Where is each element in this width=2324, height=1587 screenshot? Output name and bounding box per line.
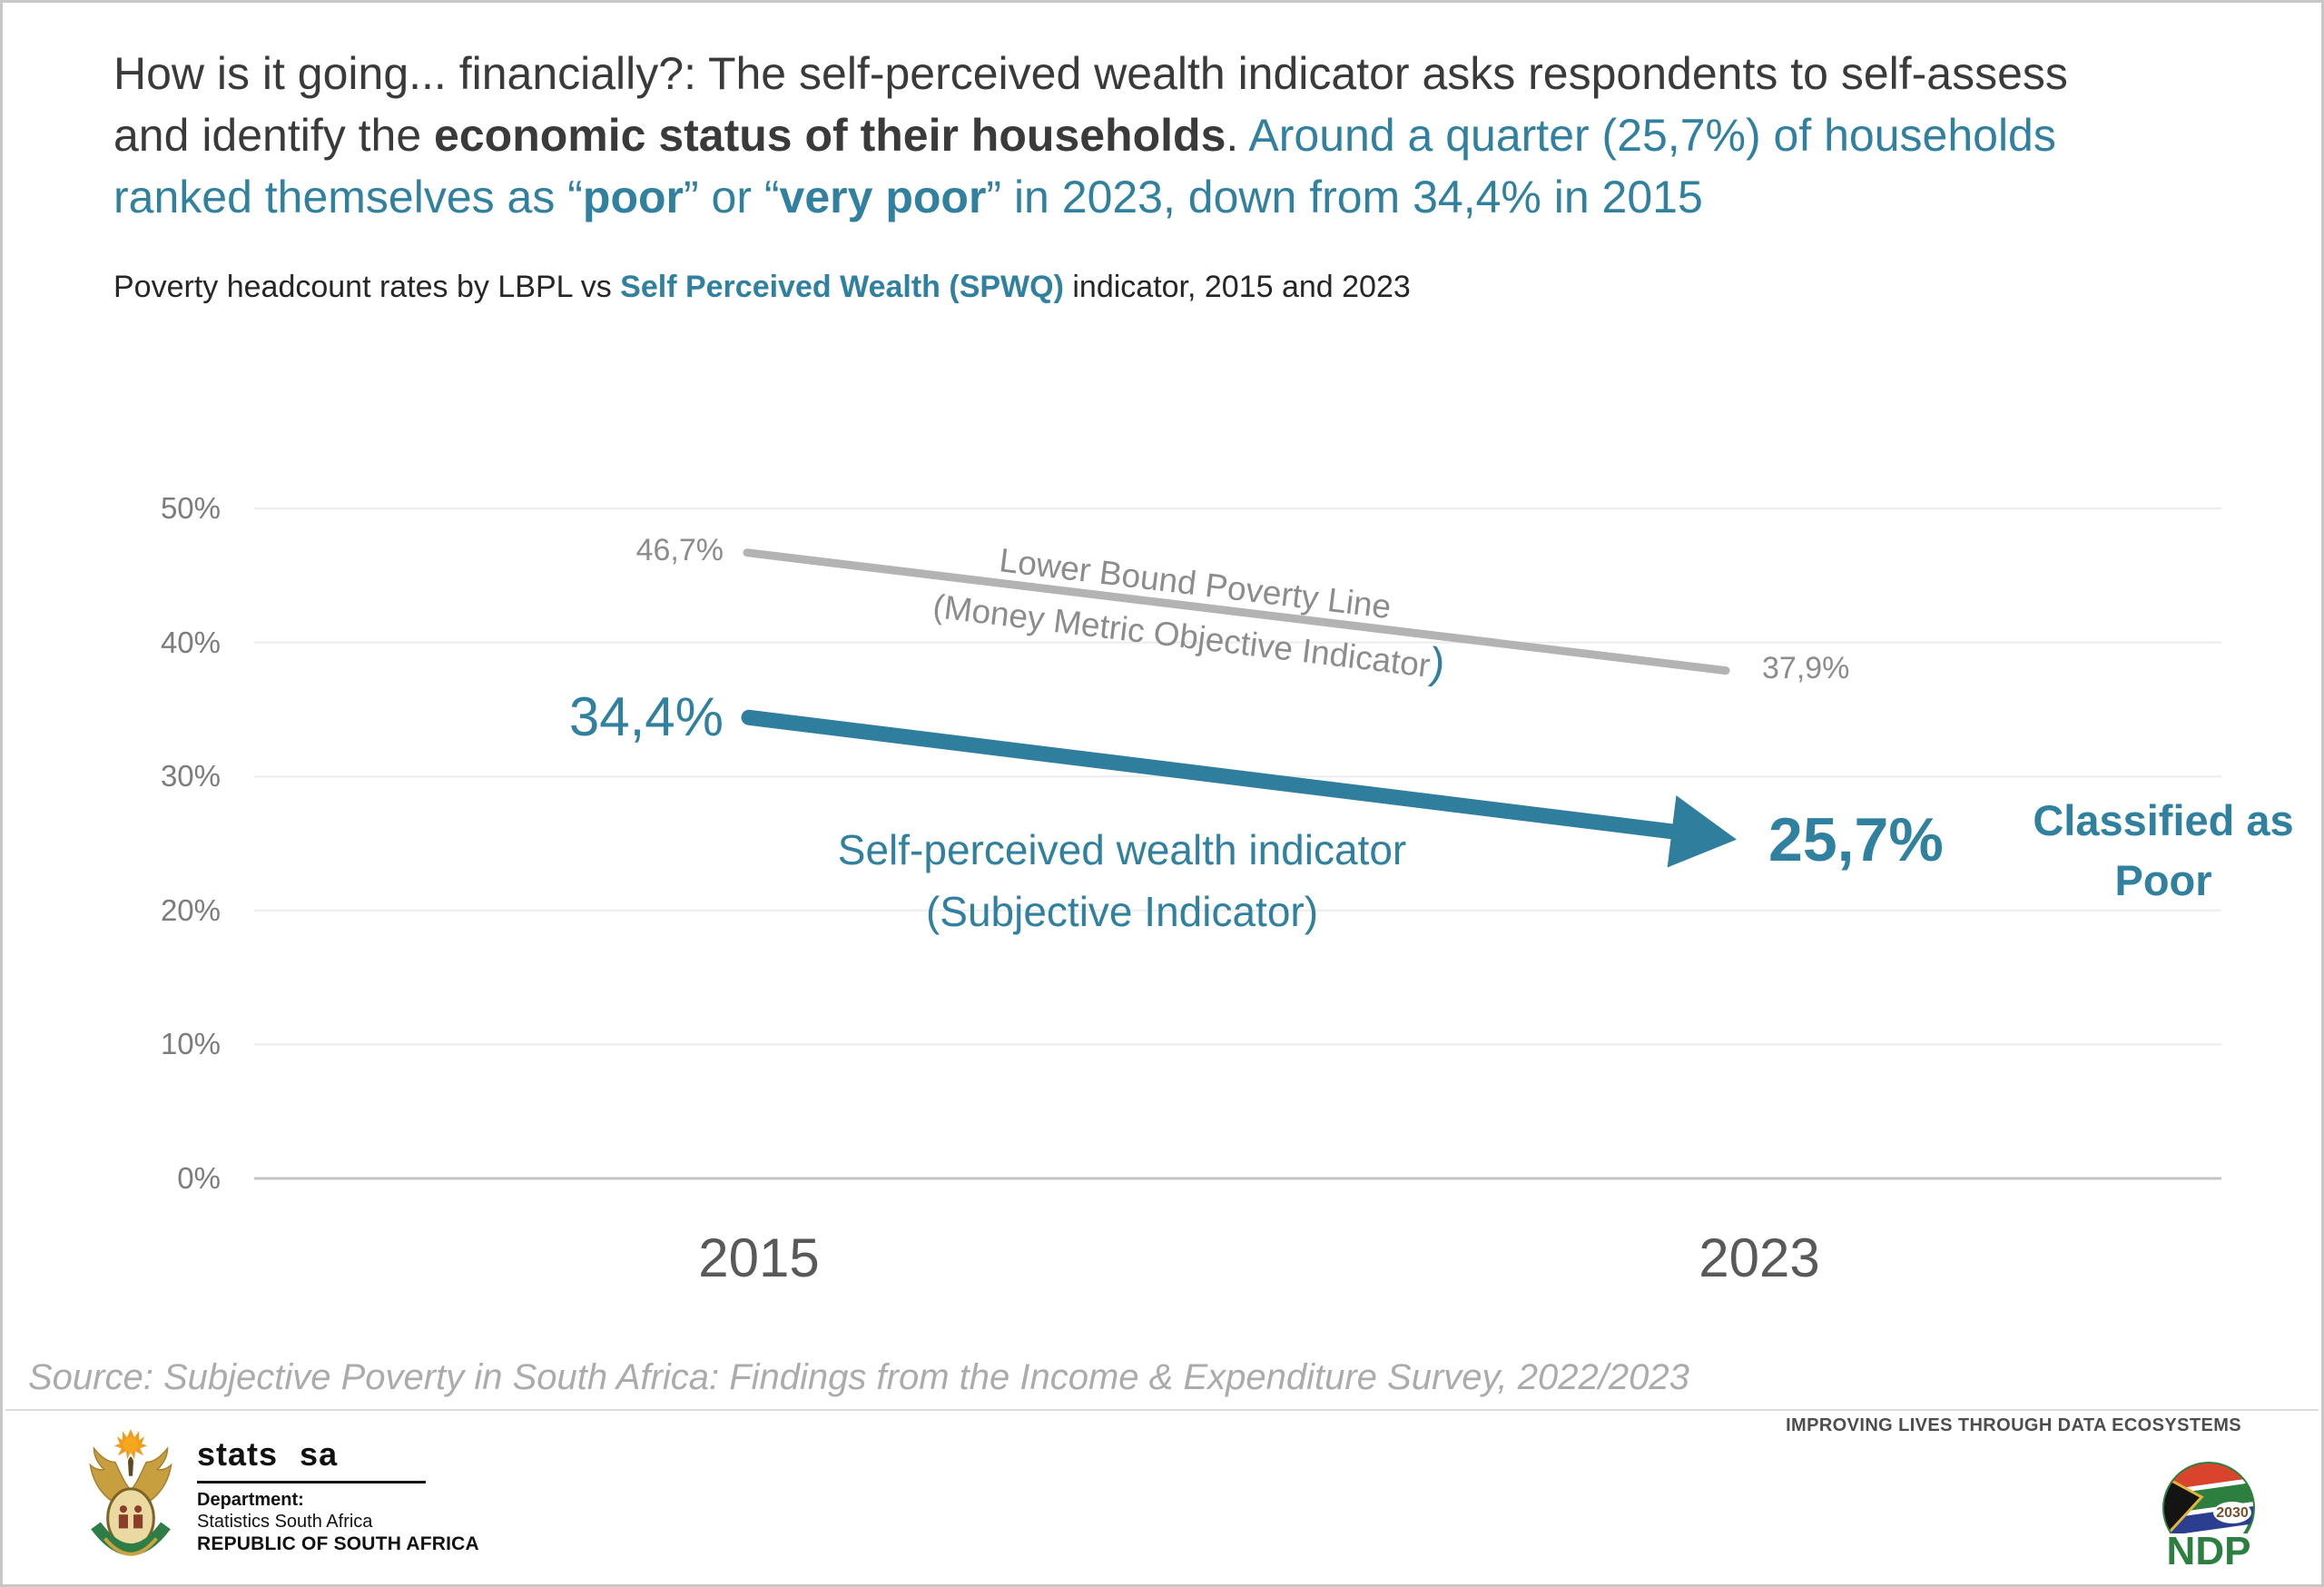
y-tick-label-0: 0% — [177, 1161, 221, 1195]
x-axis-label-2015: 2015 — [698, 1227, 820, 1288]
headline-line2: and identify the economic status of thei… — [113, 104, 2068, 166]
y-tick-label-20: 20% — [160, 892, 221, 927]
tagline: IMPROVING LIVES THROUGH DATA ECOSYSTEMS — [1786, 1415, 2241, 1435]
department-line3: REPUBLIC OF SOUTH AFRICA — [197, 1533, 479, 1554]
x-axis-label-2023: 2023 — [1699, 1227, 1820, 1288]
headline-segment-bold: economic status of their households — [434, 110, 1226, 161]
source-note: Source: Subjective Poverty in South Afri… — [28, 1357, 1689, 1397]
department-line2: Statistics South Africa — [197, 1512, 373, 1532]
y-tick-label-30: 30% — [160, 759, 221, 794]
headline-segment-teal: Around a quarter (25,7%) of households — [1248, 110, 2056, 161]
headline-line3: ranked themselves as “poor” or “very poo… — [113, 166, 2068, 228]
lbpl-series-line — [743, 548, 1730, 675]
classified-annotation-line1: Classified as — [2033, 796, 2294, 844]
spw-series-label-line2: (Subjective Indicator) — [925, 888, 1319, 935]
headline-segment-teal: ” or “ — [684, 172, 780, 222]
y-tick-label-40: 40% — [160, 625, 221, 659]
y-tick-label-10: 10% — [160, 1027, 221, 1061]
chart-title-segment-teal: Self Perceived Wealth (SPWQ) — [620, 270, 1064, 304]
spw-series-label: Self-perceived wealth indicator (Subject… — [759, 819, 1485, 942]
spw-2015-data-label: 34,4% — [568, 686, 724, 747]
wordmark-rule — [197, 1481, 426, 1484]
spw-2023-data-label: 25,7% — [1768, 805, 1944, 874]
department-line1: Department: — [197, 1490, 304, 1510]
sun-rays-shape — [113, 1429, 148, 1460]
stats-sa-wordmark: stats sa — [197, 1435, 479, 1474]
ndp-year-panel-shape — [2213, 1502, 2251, 1523]
y-tick-label-50: 50% — [160, 491, 221, 525]
lbpl-2015-data-label: 46,7% — [635, 533, 724, 567]
ndp-acronym-text: NDP — [2167, 1529, 2251, 1573]
footer-divider — [5, 1409, 2319, 1411]
bird-shape — [127, 1456, 134, 1476]
wordmark-stats: stats — [197, 1435, 279, 1473]
classified-annotation-line2: Poor — [2114, 856, 2212, 904]
headline-segment-teal-bold: poor — [582, 172, 684, 222]
spw-series-arrow-shaft — [741, 709, 1692, 842]
ndp-year-text: 2030 — [2216, 1505, 2249, 1521]
shield-figures-shape — [118, 1505, 143, 1529]
chart-title: Poverty headcount rates by LBPL vs Self … — [113, 270, 1411, 305]
lbpl-2023-data-label: 37,9% — [1762, 651, 1850, 685]
headline-segment: How is it going... financially?: The sel… — [113, 48, 2068, 99]
gold-base-shape — [103, 1537, 158, 1556]
chart-title-segment: indicator, 2015 and 2023 — [1063, 270, 1411, 304]
stats-sa-wordmark-block: stats sa Department: Statistics South Afr… — [197, 1435, 479, 1555]
green-band-shape — [91, 1522, 171, 1556]
spw-series-label-line1: Self-perceived wealth indicator — [837, 826, 1407, 873]
headline: How is it going... financially?: The sel… — [113, 43, 2068, 228]
chart-title-segment: Poverty headcount rates by LBPL vs — [113, 270, 621, 304]
headline-segment-teal-bold: very poor — [779, 172, 987, 222]
poverty-trend-chart — [254, 508, 2221, 1180]
headline-line1: How is it going... financially?: The sel… — [113, 43, 2068, 104]
wordmark-sa: sa — [300, 1435, 339, 1473]
headline-segment-teal: ranked themselves as “ — [113, 172, 583, 222]
ndp-text-panel-shape — [2171, 1533, 2247, 1570]
spw-series-arrowhead — [1667, 795, 1737, 868]
headline-segment-teal: ” in 2023, down from 34,4% in 2015 — [986, 172, 1703, 222]
classified-as-poor-annotation: Classified as Poor — [2004, 791, 2321, 911]
ndp-2030-logo-icon: 2030 NDP — [2158, 1457, 2258, 1573]
sa-coat-of-arms-icon — [89, 1429, 172, 1556]
headline-segment: and identify the — [113, 110, 435, 161]
headline-segment: . — [1226, 110, 1249, 161]
